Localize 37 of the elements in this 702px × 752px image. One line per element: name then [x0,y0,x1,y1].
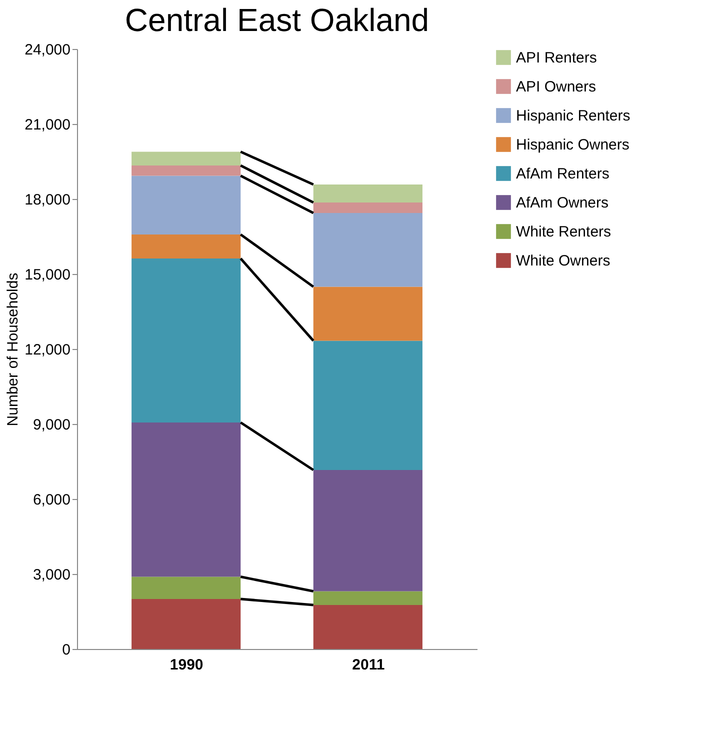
legend-label: Hispanic Owners [516,136,630,154]
bar [132,599,241,649]
bar [313,605,422,649]
bar [132,422,241,577]
bar [132,576,241,599]
bar [313,184,422,202]
y-tick-label: 15,000 [24,266,70,284]
bar [313,470,422,592]
legend-label: Hispanic Renters [516,108,630,124]
bar [132,258,241,422]
bar [132,234,241,258]
y-tick-label: 24,000 [24,42,70,58]
bar [313,213,422,287]
legend-label: White Renters [516,224,612,240]
legend-label: AfAm Renters [516,166,610,182]
bar [132,152,241,166]
legend-label: White Owners [516,252,610,270]
bar [132,166,241,176]
y-tick-label: 18,000 [24,192,70,208]
y-tick-label: 21,000 [24,116,70,134]
bar [313,591,422,605]
legend-label: AfAm Owners [516,194,609,212]
x-tick-label: 1990 [170,656,204,674]
bar [313,340,422,470]
x-tick-label: 2011 [352,656,385,674]
y-axis-title: Number of Households [4,272,22,426]
bar [313,202,422,213]
bar [132,176,241,234]
y-tick-label: 9,000 [32,416,70,434]
legend-label: API Renters [516,50,597,66]
y-tick-label: 12,000 [24,342,70,358]
y-tick-label: 3,000 [32,566,70,584]
legend-label: API Owners [516,78,596,96]
chart-title: Central East Oakland [124,2,430,38]
bar [313,286,422,341]
y-tick-label: 0 [62,642,70,658]
y-tick-label: 6,000 [32,492,70,508]
